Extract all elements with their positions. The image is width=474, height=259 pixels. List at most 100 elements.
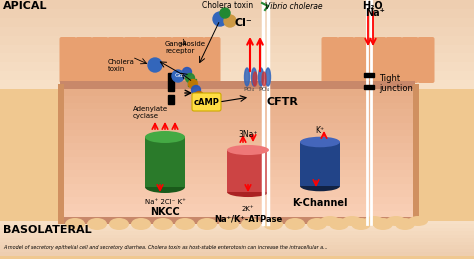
Bar bbox=[0, 0, 474, 9]
Text: K⁺: K⁺ bbox=[315, 126, 325, 135]
Ellipse shape bbox=[252, 68, 256, 86]
Bar bbox=[60, 123, 415, 130]
FancyBboxPatch shape bbox=[354, 37, 371, 83]
Bar bbox=[0, 18, 474, 27]
Bar bbox=[168, 95, 174, 104]
Text: 2K⁺: 2K⁺ bbox=[242, 206, 255, 212]
Bar bbox=[0, 245, 474, 248]
Circle shape bbox=[220, 8, 230, 18]
Bar bbox=[0, 9, 474, 18]
Bar bbox=[0, 53, 474, 62]
Bar bbox=[60, 96, 415, 103]
Bar bbox=[0, 234, 474, 238]
Circle shape bbox=[224, 15, 236, 27]
Text: Na⁺ 2Cl⁻ K⁺: Na⁺ 2Cl⁻ K⁺ bbox=[145, 199, 185, 205]
Ellipse shape bbox=[197, 218, 217, 230]
FancyBboxPatch shape bbox=[127, 42, 137, 82]
Circle shape bbox=[185, 74, 194, 83]
Text: BASOLATERAL: BASOLATERAL bbox=[3, 225, 91, 235]
Ellipse shape bbox=[145, 131, 185, 143]
Ellipse shape bbox=[262, 72, 266, 86]
Ellipse shape bbox=[258, 68, 264, 86]
Ellipse shape bbox=[131, 218, 151, 230]
FancyBboxPatch shape bbox=[75, 37, 92, 83]
Text: cAMP: cAMP bbox=[194, 97, 220, 106]
Bar bbox=[0, 248, 474, 252]
Bar bbox=[60, 81, 415, 89]
Circle shape bbox=[182, 68, 191, 76]
Bar bbox=[0, 224, 474, 227]
Bar bbox=[0, 238, 474, 241]
FancyBboxPatch shape bbox=[370, 37, 386, 83]
Text: CFTR: CFTR bbox=[267, 97, 299, 107]
Text: Na⁺/K⁺-ATPase: Na⁺/K⁺-ATPase bbox=[214, 214, 282, 223]
Bar bbox=[0, 241, 474, 245]
Ellipse shape bbox=[300, 181, 340, 191]
Text: APICAL: APICAL bbox=[3, 1, 47, 11]
Circle shape bbox=[194, 91, 203, 100]
Ellipse shape bbox=[342, 216, 362, 226]
Bar bbox=[168, 73, 174, 91]
Bar bbox=[58, 84, 64, 224]
FancyBboxPatch shape bbox=[418, 37, 435, 83]
Ellipse shape bbox=[329, 218, 349, 230]
FancyBboxPatch shape bbox=[404, 42, 416, 82]
Ellipse shape bbox=[395, 218, 415, 230]
Bar bbox=[60, 143, 415, 150]
Circle shape bbox=[172, 70, 184, 82]
Ellipse shape bbox=[386, 216, 406, 226]
Text: Tight
junction: Tight junction bbox=[379, 74, 413, 93]
FancyBboxPatch shape bbox=[79, 42, 90, 82]
FancyBboxPatch shape bbox=[158, 42, 170, 82]
FancyBboxPatch shape bbox=[191, 42, 201, 82]
Bar bbox=[0, 62, 474, 71]
FancyBboxPatch shape bbox=[337, 37, 355, 83]
Bar bbox=[0, 252, 474, 255]
Bar bbox=[60, 163, 415, 170]
FancyBboxPatch shape bbox=[325, 42, 336, 82]
Bar bbox=[60, 130, 415, 136]
Ellipse shape bbox=[65, 218, 85, 230]
Text: NKCC: NKCC bbox=[150, 207, 180, 217]
Ellipse shape bbox=[307, 218, 327, 230]
Bar bbox=[60, 116, 415, 123]
Bar bbox=[60, 136, 415, 143]
Text: PO₄: PO₄ bbox=[243, 87, 254, 92]
Bar bbox=[364, 85, 374, 89]
Bar bbox=[364, 73, 374, 77]
FancyBboxPatch shape bbox=[91, 37, 109, 83]
Bar bbox=[60, 89, 415, 96]
FancyBboxPatch shape bbox=[192, 93, 221, 111]
Bar bbox=[60, 217, 415, 224]
Bar bbox=[60, 170, 415, 177]
Ellipse shape bbox=[300, 137, 340, 147]
FancyBboxPatch shape bbox=[172, 37, 189, 83]
Ellipse shape bbox=[285, 218, 305, 230]
Circle shape bbox=[213, 12, 227, 26]
FancyBboxPatch shape bbox=[139, 37, 156, 83]
Text: K-Channel: K-Channel bbox=[292, 198, 348, 208]
Ellipse shape bbox=[265, 68, 271, 86]
Text: Gα: Gα bbox=[174, 73, 183, 77]
Bar bbox=[300, 142, 340, 186]
Ellipse shape bbox=[175, 218, 195, 230]
Ellipse shape bbox=[408, 216, 428, 226]
FancyBboxPatch shape bbox=[155, 37, 173, 83]
Bar bbox=[60, 190, 415, 197]
Ellipse shape bbox=[153, 218, 173, 230]
Bar bbox=[60, 197, 415, 204]
Ellipse shape bbox=[227, 187, 269, 197]
Bar bbox=[60, 217, 415, 224]
Bar bbox=[0, 231, 474, 234]
Ellipse shape bbox=[263, 218, 283, 230]
Ellipse shape bbox=[253, 72, 257, 86]
Bar bbox=[60, 103, 415, 109]
Text: Cholera toxin: Cholera toxin bbox=[202, 1, 253, 10]
Bar bbox=[60, 183, 415, 190]
FancyBboxPatch shape bbox=[188, 37, 204, 83]
Text: Ganglioside
receptor: Ganglioside receptor bbox=[165, 41, 206, 54]
Bar bbox=[0, 35, 474, 45]
Text: Vibrio cholerae: Vibrio cholerae bbox=[265, 2, 323, 11]
Bar bbox=[227, 150, 269, 192]
Ellipse shape bbox=[219, 218, 239, 230]
